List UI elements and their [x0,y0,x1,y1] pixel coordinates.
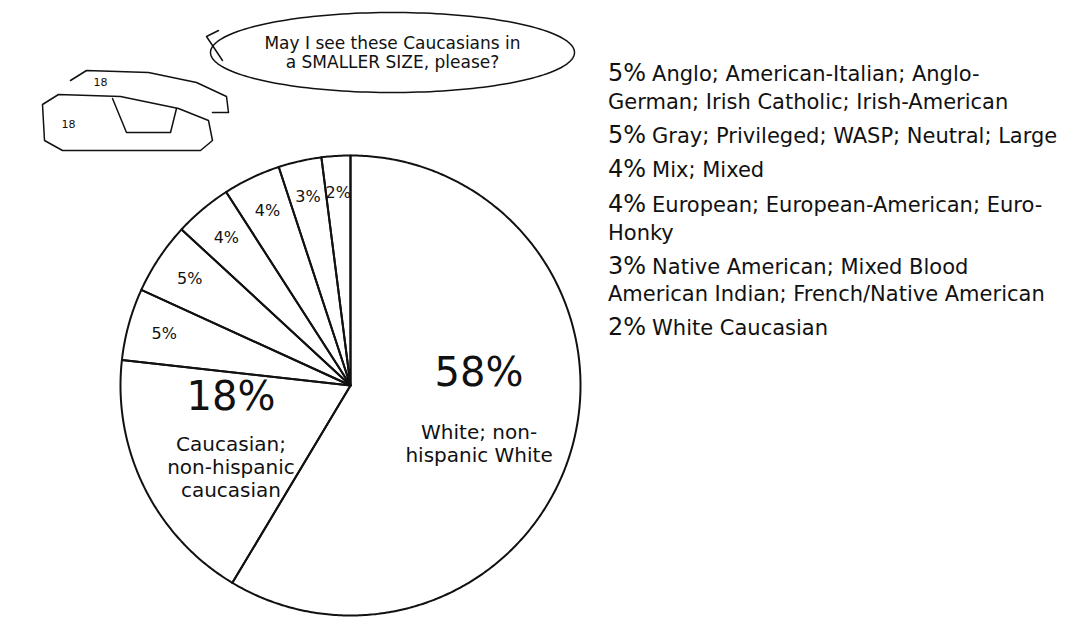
html-text:4% Mix; Mixed: 4% Mix; Mixed [608,155,765,184]
svg-text:4%: 4% [214,228,239,247]
svg-text:Caucasian;non-hispaniccaucasia: Caucasian;non-hispaniccaucasian [167,432,295,502]
svg-text:58%: 58% [435,349,524,395]
html-text:3% Native American; Mixed Bloo: 3% Native American; Mixed Blood American… [608,251,1045,307]
svg-text:3%: 3% [295,187,320,206]
html-text:2% White Caucasian: 2% White Caucasian [608,313,828,342]
svg-text:2%: 2% [326,183,351,202]
html-text:5% Anglo; American-Italian; An: 5% Anglo; American-Italian; Anglo-German… [608,59,1009,114]
svg-text:5%: 5% [177,269,202,288]
svg-text:18: 18 [94,76,108,89]
svg-text:White; non-hispanic White: White; non-hispanic White [405,420,552,467]
svg-text:May I see these Caucasians ina: May I see these Caucasians ina SMALLER S… [264,33,520,72]
svg-text:4%: 4% [255,201,280,220]
svg-text:5%: 5% [152,324,177,343]
svg-text:18: 18 [62,118,76,131]
svg-text:18%: 18% [187,373,276,419]
html-text:4% European; European-American: 4% European; European-American; Euro-Hon… [608,190,1043,245]
html-text:5% Gray; Privileged; WASP; Neu: 5% Gray; Privileged; WASP; Neutral; Larg… [608,120,1058,149]
